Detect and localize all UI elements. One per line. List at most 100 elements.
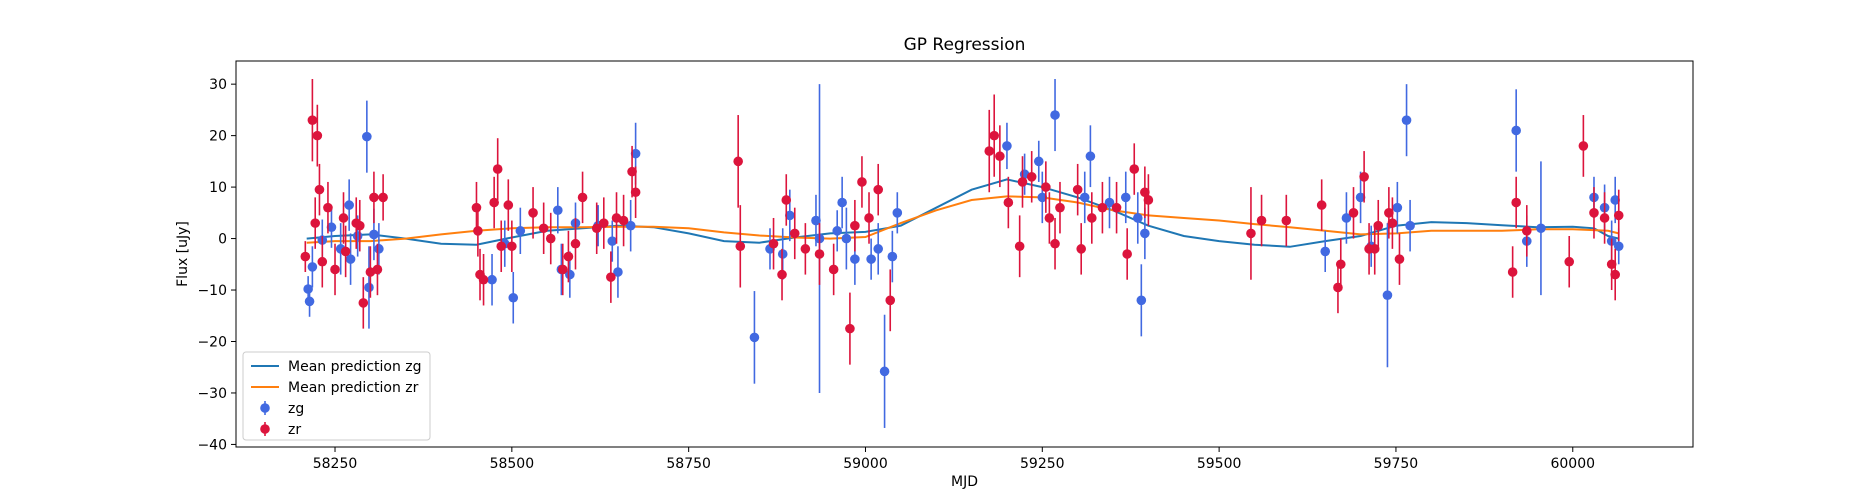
data-point-zr (1072, 184, 1083, 195)
data-point-zr (378, 192, 388, 203)
data-point-zr (1610, 269, 1620, 280)
data-point-zr (340, 246, 351, 257)
data-point-zr (789, 228, 800, 239)
data-point-zg (304, 296, 315, 307)
legend-entry: zg (260, 401, 304, 417)
data-point-zr (995, 151, 1005, 162)
data-point-zg (1341, 213, 1352, 223)
data-point-zr (358, 298, 369, 308)
data-point-zr (507, 241, 517, 252)
data-point-zg (749, 332, 760, 343)
data-point-zr (563, 251, 574, 262)
data-point-zr (1281, 215, 1292, 226)
data-point-zr (1129, 164, 1140, 174)
data-point-zg (1085, 151, 1096, 162)
data-point-zg (850, 254, 860, 264)
legend-entry: Mean prediction zg (251, 359, 422, 375)
data-point-zr (1017, 177, 1028, 187)
data-point-zr (478, 274, 489, 285)
data-point-zr (618, 215, 629, 226)
data-point-zr (496, 241, 507, 252)
x-axis-label: MJD (951, 474, 978, 490)
data-point-zg (515, 226, 526, 236)
x-tick-label: 59000 (843, 456, 888, 472)
data-point-zr (557, 264, 568, 275)
y-tick-label: −10 (197, 283, 227, 299)
data-point-zr (312, 130, 323, 141)
data-point-zg (1610, 195, 1620, 205)
data-point-zg (841, 233, 852, 244)
data-point-zg (1050, 110, 1060, 120)
data-point-zr (857, 177, 867, 187)
data-point-zr (1050, 238, 1060, 249)
data-point-zr (300, 251, 311, 262)
data-point-zr (630, 187, 641, 198)
data-point-zr (1369, 244, 1380, 254)
data-point-zr (1387, 218, 1398, 228)
data-point-zr (1511, 197, 1521, 208)
data-point-zr (1055, 202, 1065, 213)
data-point-zr (307, 115, 318, 125)
data-point-zr (814, 249, 825, 259)
data-point-zr (1578, 141, 1589, 151)
y-axis-label: Flux [uJy] (175, 221, 191, 287)
data-point-zr (864, 213, 874, 223)
data-point-zr (1041, 182, 1051, 192)
data-point-zg (1355, 192, 1366, 203)
data-point-zr (1599, 213, 1610, 223)
data-point-zg (1132, 213, 1143, 223)
data-point-zg (630, 148, 641, 159)
data-point-zr (1076, 244, 1087, 254)
data-point-zr (1394, 254, 1405, 264)
data-point-zr (1348, 208, 1359, 218)
data-point-zr (733, 156, 743, 167)
data-point-zg (565, 269, 575, 280)
legend-box (242, 351, 431, 441)
legend-label: zr (288, 422, 301, 438)
data-point-zg (364, 282, 374, 293)
data-point-zg (1536, 223, 1546, 234)
data-point-zg (866, 254, 876, 264)
data-point-zg (879, 366, 890, 377)
data-point-zg (887, 251, 898, 262)
data-point-zg (345, 254, 356, 264)
x-tick-label: 60000 (1550, 456, 1595, 472)
data-point-zr (577, 192, 588, 203)
data-point-zr (354, 220, 365, 231)
legend-entry: zr (260, 422, 301, 438)
x-tick-label: 59250 (1020, 456, 1065, 472)
data-point-zg (326, 222, 337, 233)
data-point-zr (1564, 256, 1575, 267)
data-point-zg (1104, 197, 1115, 208)
y-axis: −40 −30 −20 −10 0 10 20 30 (197, 77, 236, 453)
data-point-zg (1037, 192, 1048, 203)
y-tick-label: 0 (218, 232, 227, 248)
data-point-zg (553, 205, 563, 216)
data-point-zr (369, 192, 379, 203)
data-point-zr (471, 202, 482, 213)
data-point-zg (1033, 156, 1044, 167)
data-point-zr (768, 238, 779, 249)
x-tick-label: 59750 (1374, 456, 1419, 472)
data-point-zg (362, 131, 372, 142)
data-point-zr (828, 264, 839, 275)
data-point-zr (845, 323, 855, 334)
data-point-zr (1606, 259, 1617, 270)
x-tick-label: 59500 (1197, 456, 1242, 472)
x-tick-label: 58500 (490, 456, 535, 472)
data-point-zg (307, 262, 318, 272)
data-point-zr (310, 218, 321, 228)
data-point-zr (627, 166, 637, 177)
data-point-zg (1320, 246, 1331, 257)
data-point-zr (570, 238, 581, 249)
data-point-zr (338, 213, 349, 223)
data-point-zg (1392, 202, 1403, 213)
x-axis: 58250 58500 58750 59000 59250 59500 59750 60000 (313, 447, 1595, 472)
data-point-zr (1087, 213, 1097, 223)
data-point-zr (1122, 249, 1132, 259)
legend-marker-swatch (260, 424, 270, 434)
data-point-zr (330, 264, 340, 275)
data-point-zg (369, 229, 379, 240)
data-point-zr (1589, 208, 1599, 218)
data-point-zr (735, 241, 746, 252)
